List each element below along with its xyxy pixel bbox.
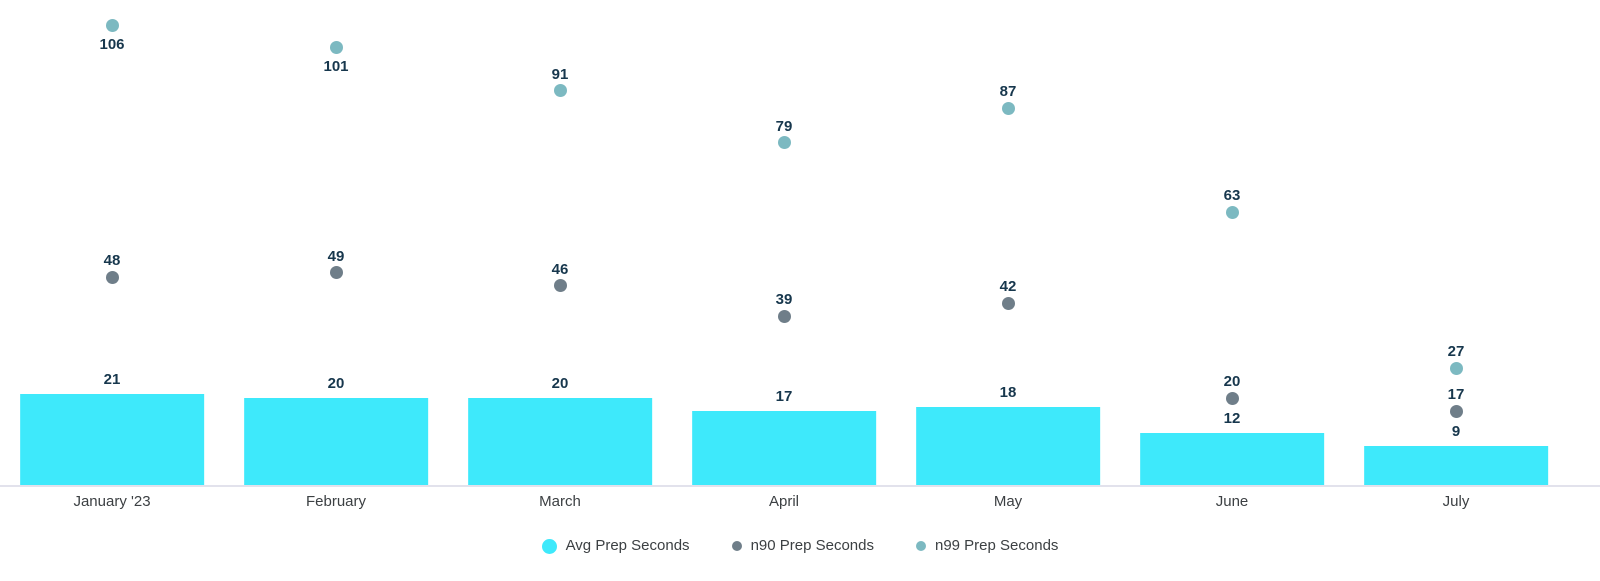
point-value-label: 106 [99,35,125,53]
point-value-label: 17 [1447,386,1465,404]
n99-prep-seconds-legend-swatch-icon [915,541,926,551]
bar-value-label: 12 [1223,410,1241,428]
avg-bar-january-23[interactable] [20,394,204,485]
avg-bar-february[interactable] [244,398,428,485]
legend-item-n99-prep-seconds[interactable]: n99 Prep Seconds [915,537,1059,555]
n99-dot-february[interactable] [329,41,343,55]
point-value-label: 101 [323,57,349,75]
point-value-label: 39 [775,291,793,309]
x-axis-label-may: May [993,493,1023,510]
n90-dot-june[interactable] [1225,391,1239,405]
n99-dot-july[interactable] [1449,361,1463,375]
n90-dot-april[interactable] [777,309,791,323]
chart-column-june: 12 20 63 [1120,0,1344,485]
x-axis: January '23 February March April May June July [0,487,1568,512]
point-value-label: 27 [1447,343,1465,361]
point-value-label: 20 [1223,373,1241,391]
point-value-label: 42 [999,278,1017,296]
bar-value-label: 20 [551,375,569,393]
x-axis-label-january-23: January '23 [73,493,151,510]
bar-value-label: 9 [1451,423,1461,441]
bar-value-label: 18 [999,384,1017,402]
point-value-label: 48 [103,252,121,270]
legend-label: n99 Prep Seconds [934,537,1059,554]
avg-bar-july[interactable] [1364,446,1548,485]
legend-label: n90 Prep Seconds [750,537,874,554]
avg-bar-april[interactable] [692,411,876,485]
n99-dot-march[interactable] [553,84,567,98]
chart-column-may: 18 42 87 [896,0,1120,485]
n90-dot-january-23[interactable] [105,270,119,284]
legend: Avg Prep Seconds n90 Prep Seconds n99 Pr… [0,537,1600,555]
chart-column-march: 20 46 91 [448,0,672,485]
point-value-label: 49 [327,247,345,265]
point-value-label: 46 [551,260,569,278]
point-value-label: 91 [551,65,569,83]
bar-value-label: 21 [103,371,121,389]
chart-column-january-23: 21 48 106 [0,0,224,485]
avg-bar-june[interactable] [1140,433,1324,485]
avg-bar-march[interactable] [468,398,652,485]
chart-column-april: 17 39 79 [672,0,896,485]
n99-dot-may[interactable] [1001,101,1015,115]
plot-area-wrapper: 21 48 106 20 49 101 20 46 91 17 39 79 18 42 87 12 20 63 9 1… [0,0,1600,487]
legend-label: Avg Prep Seconds [565,537,690,554]
point-value-label: 79 [775,117,793,135]
x-axis-label-june: June [1215,493,1249,510]
bar-value-label: 20 [327,375,345,393]
point-value-label: 63 [1223,187,1241,205]
bar-value-label: 17 [775,388,793,406]
n90-dot-march[interactable] [553,279,567,293]
plot-area: 21 48 106 20 49 101 20 46 91 17 39 79 18 42 87 12 20 63 9 1… [0,0,1568,485]
n90-dot-july[interactable] [1449,404,1463,418]
n99-dot-january-23[interactable] [105,19,119,33]
n99-dot-april[interactable] [777,136,791,150]
point-value-label: 87 [999,83,1017,101]
legend-item-n90-prep-seconds[interactable]: n90 Prep Seconds [731,537,874,555]
n90-prep-seconds-legend-swatch-icon [731,541,742,551]
n90-dot-may[interactable] [1001,296,1015,310]
n90-dot-february[interactable] [329,266,343,280]
legend-item-avg-prep-seconds[interactable]: Avg Prep Seconds [541,537,690,555]
n99-dot-june[interactable] [1225,205,1239,219]
x-axis-label-march: March [539,493,581,510]
avg-prep-seconds-legend-swatch-icon [541,538,557,554]
avg-bar-may[interactable] [916,407,1100,485]
chart-column-february: 20 49 101 [224,0,448,485]
chart-column-july: 9 17 27 [1344,0,1568,485]
x-axis-label-february: February [305,493,367,510]
x-axis-label-july: July [1442,493,1470,510]
x-axis-label-april: April [768,493,799,510]
